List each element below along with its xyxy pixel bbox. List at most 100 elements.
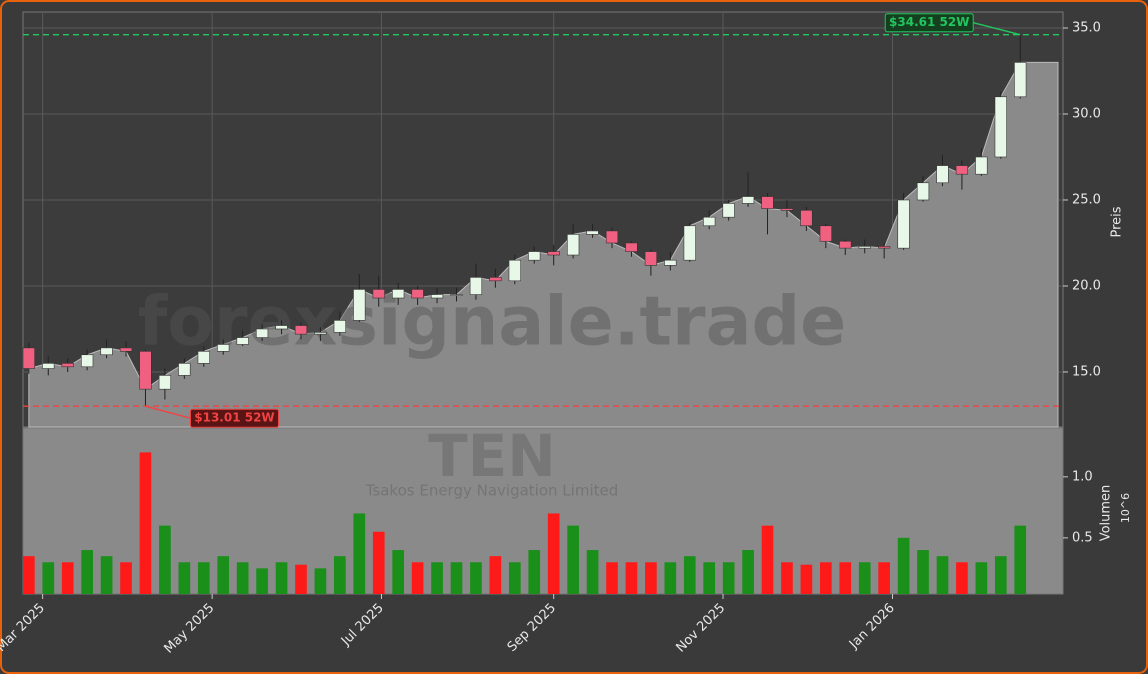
candle-body [489,277,502,282]
candle-body [605,230,619,244]
candle-body [353,289,366,321]
volume-bar [120,562,132,594]
candle-body [955,165,969,175]
volume-bar [820,562,832,594]
candle-body [586,230,599,235]
volume-bar [839,562,852,594]
volume-bar [936,556,949,594]
volume-bar [431,562,443,594]
candle-body [936,165,949,184]
volume-bar [917,550,929,594]
volume-bar [722,562,735,594]
candle-body [741,196,755,204]
volume-bar [547,513,560,594]
candle-body [566,234,580,256]
volume-bar [1014,525,1027,594]
volume-bar [703,562,716,594]
volume-bar [450,562,463,594]
volume-bar [372,531,385,594]
volume-bar [42,562,55,594]
volume-bar [178,562,191,594]
candle-body [878,246,891,249]
volume-bar [606,562,618,594]
candle-body [528,251,541,261]
candle-body [508,259,521,282]
y2-tick-label: 0.5 [1072,530,1093,545]
annotation-arrow [973,21,1021,36]
volume-bar [61,562,74,594]
volume-bar [586,550,599,594]
candle-body [372,289,385,299]
candle-body [858,246,871,249]
volume-bar [956,562,968,594]
y-tick-label: 20.0 [1072,278,1101,293]
y-tick-label: 35.0 [1072,20,1101,35]
candle-body [450,294,463,296]
volume-bar [994,556,1007,594]
candle-body [897,199,910,249]
annotation-label: $34.61 52W [889,15,969,29]
candle-body [217,344,230,352]
y-tick-label: 30.0 [1072,106,1101,121]
candle-body [780,208,794,211]
candle-body [411,289,424,299]
volume-bar [314,568,327,594]
candle-body [294,325,308,335]
volume-bar [781,562,793,594]
candle-body [255,328,269,338]
volume-bar [664,562,677,594]
candle-body [800,209,813,227]
candle-body [761,196,774,209]
candle-body [333,320,346,333]
volume-bar [100,556,113,594]
volume-bar [139,452,152,594]
candle-body [839,240,852,249]
watermark-ticker: TEN [428,422,556,490]
candle-body [625,242,638,252]
candle-body [100,347,113,356]
annotation-box [189,408,279,428]
candle-body [392,289,405,299]
volume-bar [353,513,366,594]
candle-body [547,251,560,256]
volume-bar [800,564,813,594]
volume-bar [411,562,424,594]
volume-bar [334,556,346,594]
volume-bar [23,556,35,594]
volume-bar [761,525,774,594]
candle-body [819,225,832,242]
volume-bar [470,562,482,594]
y2-axis-label: Volumen [1099,485,1114,542]
candle-body [178,363,191,376]
candle-body [975,156,988,175]
volume-bar [567,525,579,594]
candle-body [119,347,133,352]
volume-bar [858,562,871,594]
candle-body [703,216,716,227]
volume-bar [508,562,521,594]
candle-body [314,332,327,335]
volume-bar [275,562,288,594]
volume-bar [645,562,657,594]
volume-bar [975,562,988,594]
candle-body [430,294,444,299]
volume-bar [236,562,249,594]
volume-bar [256,568,268,594]
volume-bar [528,550,541,594]
candle-body [644,251,658,266]
volume-bar [625,562,638,594]
candle-body [469,277,483,295]
candle-body [139,351,152,390]
volume-bar [197,562,210,594]
volume-bar [81,550,93,594]
candle-body [1014,62,1027,98]
candle-body [197,351,210,364]
volume-bar [295,564,307,594]
y-axis-label: Preis [1110,206,1125,237]
y2-offset: 10^6 [1119,493,1132,523]
candle-body [236,337,249,345]
annotation-box [884,13,974,33]
candle-body [22,347,35,369]
candle-body [683,225,696,261]
